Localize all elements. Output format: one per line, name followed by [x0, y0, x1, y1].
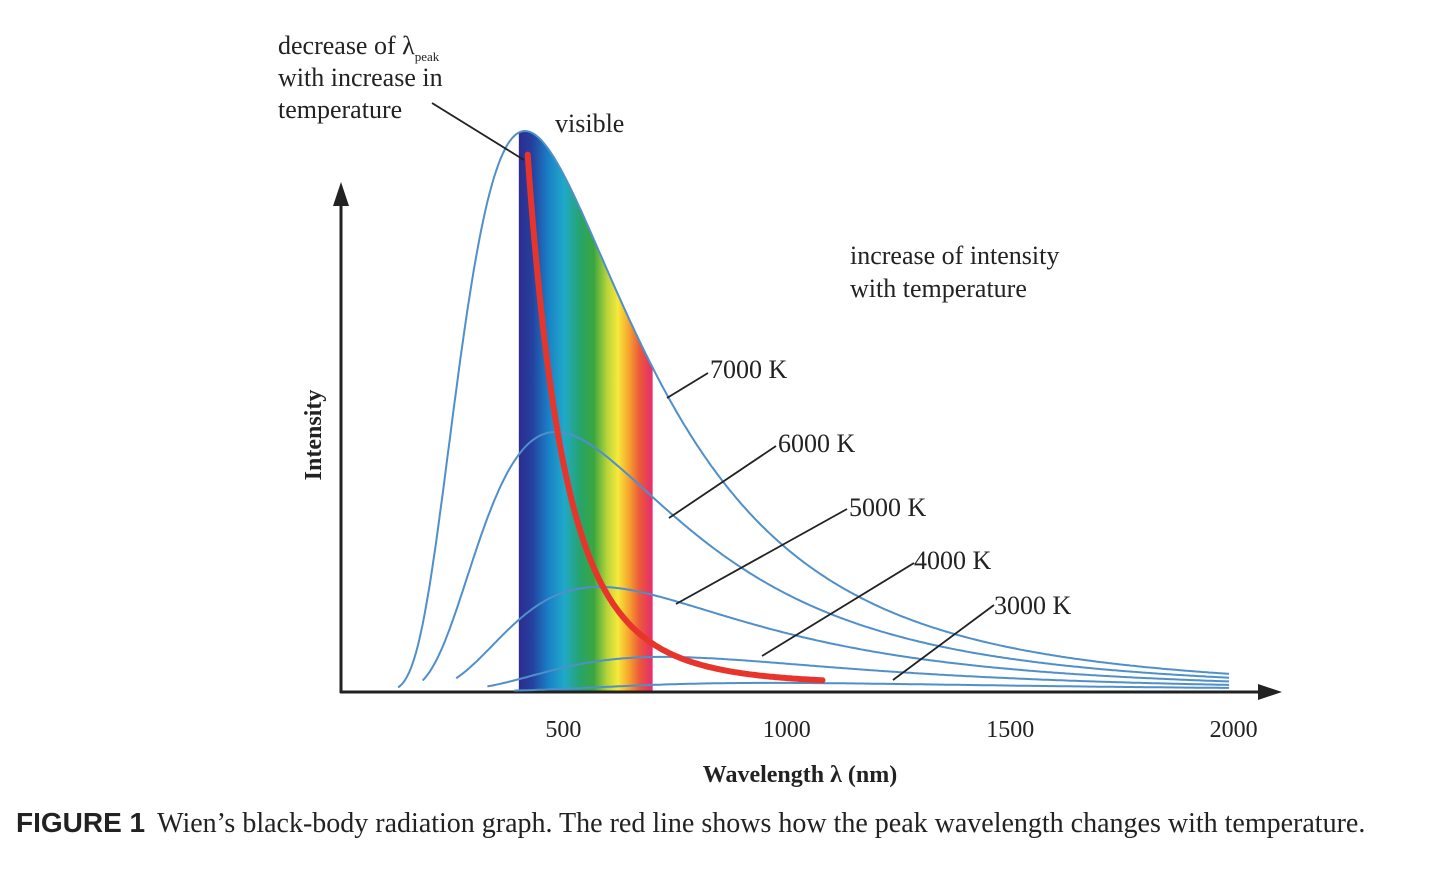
leader-line-5000	[675, 508, 848, 605]
intensity-text-line2: with temperature	[850, 274, 1027, 303]
curve-label-7000: 7000 K	[710, 355, 788, 384]
leader-line-6000	[668, 445, 777, 519]
lambda-text: decrease of λ	[278, 31, 415, 60]
axes	[333, 182, 1282, 700]
leader-line-4000	[761, 562, 915, 657]
peak-shift-annotation: decrease of λpeak with increase in tempe…	[278, 31, 525, 161]
y-axis-arrowhead	[333, 182, 349, 206]
blackbody-chart: 500 1000 1500 2000 Wavelength λ (nm) Int…	[278, 31, 1282, 788]
x-tick-label: 1000	[763, 717, 811, 743]
leader-line-3000	[892, 604, 995, 681]
peak-wavelength-curve	[524, 151, 826, 684]
caption-text: Wien’s black-body radiation graph. The r…	[157, 808, 1366, 839]
x-tick-label: 500	[545, 717, 581, 743]
intensity-text-line1: increase of intensity	[850, 241, 1059, 270]
curve-labels: 7000 K 6000 K 5000 K 4000 K 3000 K	[666, 355, 1072, 681]
curve-label-6000: 6000 K	[778, 429, 856, 458]
x-axis-label: Wavelength λ (nm)	[703, 762, 897, 788]
curve-4000k	[487, 655, 1230, 688]
peak-shift-pointer	[431, 102, 525, 161]
x-tick-label: 2000	[1210, 717, 1258, 743]
peak-subscript: peak	[415, 49, 440, 64]
curve-3000k	[514, 681, 1230, 692]
curve-label-3000: 3000 K	[994, 591, 1072, 620]
caption-label: FIGURE 1	[16, 807, 146, 838]
x-axis-arrowhead	[1258, 684, 1282, 700]
x-tick-label: 1500	[986, 717, 1034, 743]
visible-label: visible	[555, 109, 624, 138]
leader-line-7000	[666, 372, 709, 399]
peak-shift-text-line2: with increase in	[278, 63, 443, 92]
curve-label-4000: 4000 K	[914, 546, 992, 575]
curve-7000k	[397, 129, 1230, 689]
peak-shift-text-line1: decrease of λpeak	[278, 31, 440, 64]
y-axis-label: Intensity	[301, 390, 327, 481]
curve-label-5000: 5000 K	[849, 493, 927, 522]
peak-shift-text-line3: temperature	[278, 95, 402, 124]
curve-5000k	[455, 585, 1230, 683]
x-tick-labels: 500 1000 1500 2000	[545, 717, 1257, 743]
temperature-curves	[397, 129, 1230, 692]
figure-caption: FIGURE 1 Wien’s black-body radiation grap…	[16, 803, 1416, 844]
